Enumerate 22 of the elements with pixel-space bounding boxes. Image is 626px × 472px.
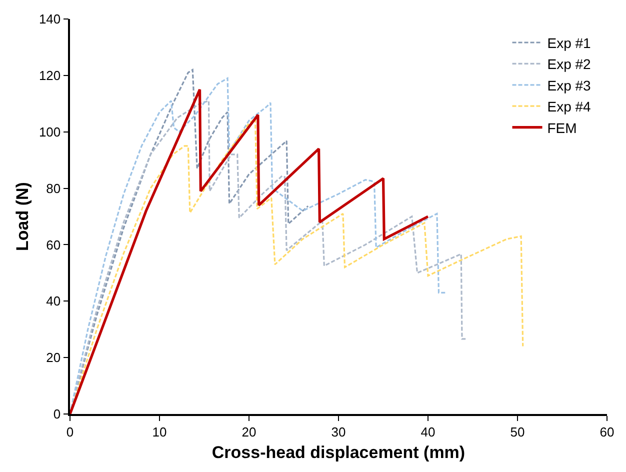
y-tick-label: 20 [46, 350, 61, 366]
y-tick-label: 0 [53, 406, 61, 422]
legend-label: FEM [547, 120, 577, 136]
y-axis-title: Load (N) [12, 182, 32, 251]
y-tick-label: 100 [38, 124, 61, 140]
x-axis-title: Cross-head displacement (mm) [212, 443, 466, 462]
x-tick-label: 60 [600, 424, 614, 440]
x-tick-label: 50 [510, 424, 525, 440]
legend-label: Exp #4 [547, 98, 592, 115]
legend-label: Exp #3 [547, 77, 592, 94]
x-tick-label: 30 [331, 424, 346, 440]
y-tick-label: 60 [46, 237, 61, 252]
y-tick-label: 120 [38, 68, 61, 83]
x-tick-label: 10 [152, 424, 167, 440]
x-tick-label: 40 [420, 424, 436, 440]
y-tick-label: 80 [46, 180, 61, 196]
y-tick-label: 40 [46, 294, 61, 309]
legend-label: Exp #2 [547, 56, 592, 72]
x-tick-label: 20 [242, 424, 256, 440]
y-tick-label: 140 [38, 12, 61, 27]
x-tick-label: 0 [66, 424, 74, 440]
legend-label: Exp #1 [547, 34, 592, 51]
